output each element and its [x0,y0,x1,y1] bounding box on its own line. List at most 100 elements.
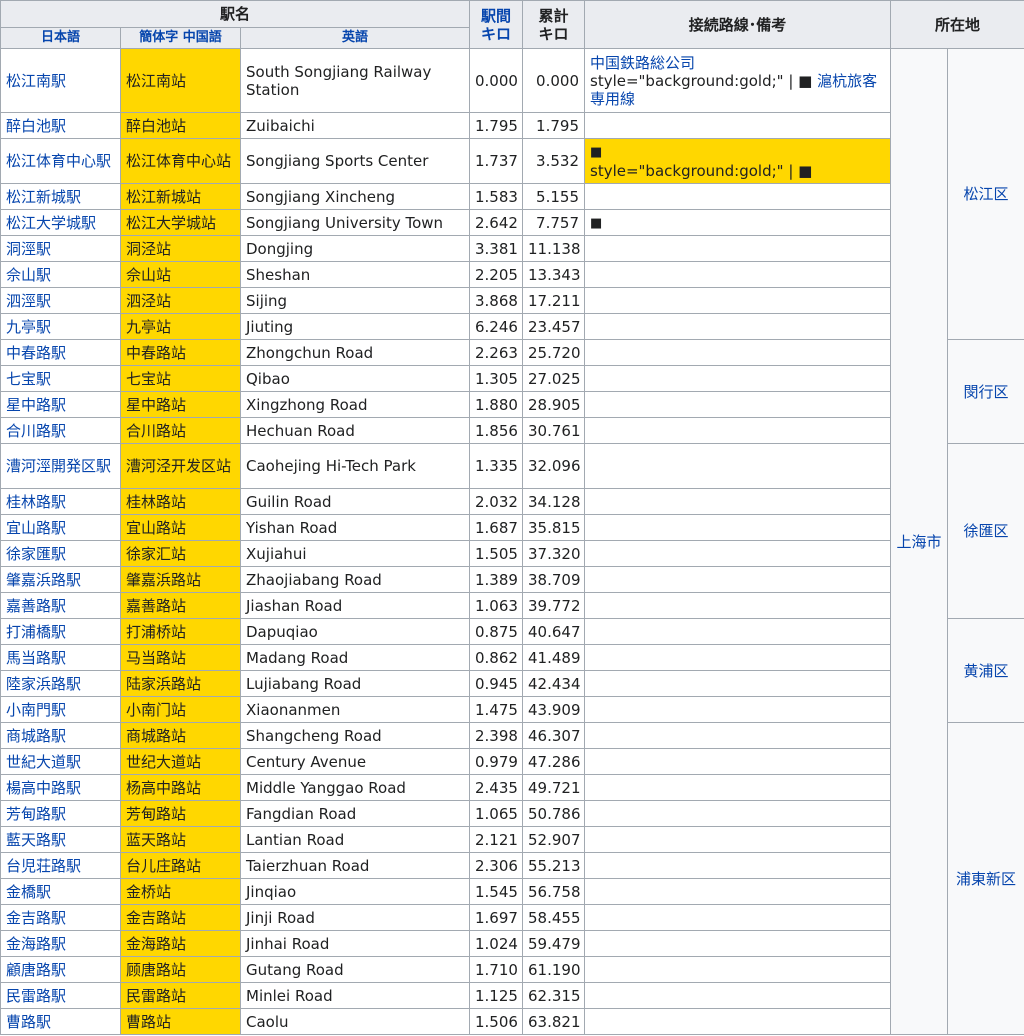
station-japanese-link[interactable]: 洞涇駅 [0,235,121,262]
station-connections-note [584,618,891,645]
station-japanese-link[interactable]: 佘山駅 [0,261,121,288]
district-link[interactable]: 黄浦区 [946,618,1024,723]
station-cumulative-km: 7.757 [522,209,585,236]
station-english-name: Xingzhong Road [240,391,470,418]
station-japanese-link[interactable]: 芳甸路駅 [0,800,121,827]
station-japanese-link[interactable]: 泗涇駅 [0,287,121,314]
station-cumulative-km: 32.096 [522,443,585,489]
header-english[interactable]: 英語 [240,27,470,49]
station-chinese-name: 宜山路站 [120,514,241,541]
station-japanese-link[interactable]: 嘉善路駅 [0,592,121,619]
station-japanese-link[interactable]: 小南門駅 [0,696,121,723]
station-english-name: Qibao [240,365,470,392]
station-japanese-link[interactable]: 馬当路駅 [0,644,121,671]
station-japanese-link[interactable]: 台児荘路駅 [0,852,121,879]
header-simplified-chinese[interactable]: 簡体字 中国語 [120,27,241,49]
city-link[interactable]: 上海市 [890,48,948,1035]
header-between-km[interactable]: 駅間 キロ [469,0,523,49]
station-chinese-name: 七宝站 [120,365,241,392]
station-japanese-link[interactable]: 顧唐路駅 [0,956,121,983]
station-cumulative-km: 58.455 [522,904,585,931]
station-japanese-link[interactable]: 楊高中路駅 [0,774,121,801]
station-japanese-link[interactable]: 肇嘉浜路駅 [0,566,121,593]
station-cumulative-km: 35.815 [522,514,585,541]
station-connections-note [584,391,891,418]
station-between-km: 2.032 [469,488,523,515]
station-japanese-link[interactable]: 九亭駅 [0,313,121,340]
station-chinese-name: 杨高中路站 [120,774,241,801]
station-japanese-link[interactable]: 星中路駅 [0,391,121,418]
station-between-km: 2.435 [469,774,523,801]
district-link[interactable]: 松江区 [946,48,1024,340]
station-between-km: 0.000 [469,48,523,113]
district-link[interactable]: 徐匯区 [946,443,1024,619]
station-cumulative-km: 55.213 [522,852,585,879]
table-row: 泗涇駅 泗泾站 Sijing 3.868 17.211 [0,287,1024,314]
station-chinese-name: 泗泾站 [120,287,241,314]
station-english-name: Zhongchun Road [240,339,470,366]
station-chinese-name: 世纪大道站 [120,748,241,775]
station-cumulative-km: 3.532 [522,138,585,184]
station-cumulative-km: 42.434 [522,670,585,697]
station-connections-note [584,339,891,366]
station-between-km: 1.335 [469,443,523,489]
station-cumulative-km: 50.786 [522,800,585,827]
station-connections-note [584,540,891,567]
table-row: 小南門駅 小南门站 Xiaonanmen 1.475 43.909 [0,696,1024,723]
station-japanese-link[interactable]: 世紀大道駅 [0,748,121,775]
station-japanese-link[interactable]: 松江新城駅 [0,183,121,210]
station-japanese-link[interactable]: 宜山路駅 [0,514,121,541]
station-cumulative-km: 38.709 [522,566,585,593]
station-english-name: Jinhai Road [240,930,470,957]
station-chinese-name: 小南门站 [120,696,241,723]
station-japanese-link[interactable]: 松江大学城駅 [0,209,121,236]
station-between-km: 1.795 [469,112,523,139]
station-connections-note [584,235,891,262]
station-japanese-link[interactable]: 金海路駅 [0,930,121,957]
station-connections-note [584,774,891,801]
station-japanese-link[interactable]: 合川路駅 [0,417,121,444]
station-connections-note [584,1008,891,1035]
station-between-km: 1.505 [469,540,523,567]
hukang-link[interactable]: 滬杭旅客専用線 [590,71,878,108]
station-japanese-link[interactable]: 金吉路駅 [0,904,121,931]
station-japanese-link[interactable]: 七宝駅 [0,365,121,392]
station-between-km: 2.642 [469,209,523,236]
station-english-name: South Songjiang Railway Station [240,48,470,113]
station-japanese-link[interactable]: 金橋駅 [0,878,121,905]
station-japanese-link[interactable]: 桂林路駅 [0,488,121,515]
station-japanese-link[interactable]: 醉白池駅 [0,112,121,139]
station-cumulative-km: 56.758 [522,878,585,905]
table-row: 松江新城駅 松江新城站 Songjiang Xincheng 1.583 5.155 [0,183,1024,210]
station-japanese-link[interactable]: 松江体育中心駅 [0,138,121,184]
header-japanese[interactable]: 日本語 [0,27,121,49]
district-link[interactable]: 浦東新区 [946,722,1024,1035]
station-chinese-name: 马当路站 [120,644,241,671]
station-japanese-link[interactable]: 藍天路駅 [0,826,121,853]
station-japanese-link[interactable]: 商城路駅 [0,722,121,749]
station-japanese-link[interactable]: 漕河涇開発区駅 [0,443,121,489]
station-connections-note [584,592,891,619]
station-between-km: 1.389 [469,566,523,593]
header-connections: 接続路線･備考 [584,0,891,49]
station-japanese-link[interactable]: 徐家匯駅 [0,540,121,567]
station-connections-note [584,956,891,983]
station-between-km: 1.063 [469,592,523,619]
station-japanese-link[interactable]: 民雷路駅 [0,982,121,1009]
station-chinese-name: 金吉路站 [120,904,241,931]
station-japanese-link[interactable]: 松江南駅 [0,48,121,113]
table-row: 宜山路駅 宜山路站 Yishan Road 1.687 35.815 [0,514,1024,541]
district-link[interactable]: 閔行区 [946,339,1024,444]
station-japanese-link[interactable]: 中春路駅 [0,339,121,366]
station-chinese-name: 松江新城站 [120,183,241,210]
railway-link[interactable]: 中国鉄路総公司 [590,53,696,72]
station-chinese-name: 陆家浜路站 [120,670,241,697]
station-english-name: Taierzhuan Road [240,852,470,879]
station-japanese-link[interactable]: 陸家浜路駅 [0,670,121,697]
station-japanese-link[interactable]: 打浦橋駅 [0,618,121,645]
station-english-name: Zuibaichi [240,112,470,139]
station-connections-note [584,365,891,392]
station-english-name: Shangcheng Road [240,722,470,749]
station-cumulative-km: 25.720 [522,339,585,366]
station-japanese-link[interactable]: 曹路駅 [0,1008,121,1035]
